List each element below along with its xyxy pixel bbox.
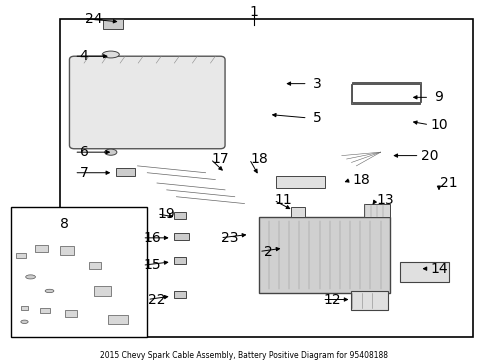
Bar [108,315,127,324]
Text: 23: 23 [221,231,238,245]
Text: 13: 13 [376,193,393,207]
Bar [259,217,389,293]
Text: 11: 11 [274,193,292,207]
Text: 14: 14 [429,262,447,276]
Bar [94,286,111,296]
Text: 24: 24 [85,12,102,26]
Text: 18: 18 [351,172,369,186]
Bar [174,233,188,239]
Text: 20: 20 [420,149,437,163]
Bar [174,291,186,298]
Ellipse shape [45,289,54,293]
Text: 12: 12 [323,293,340,306]
Text: 3: 3 [312,77,321,91]
Bar [174,257,186,264]
Bar [352,82,420,102]
Bar [290,207,305,217]
Text: 15: 15 [143,258,161,272]
Text: 2: 2 [264,244,273,258]
Text: 10: 10 [429,118,447,132]
Bar [116,168,135,176]
Text: 2015 Chevy Spark Cable Assembly, Battery Positive Diagram for 95408188: 2015 Chevy Spark Cable Assembly, Battery… [101,351,387,360]
Text: 17: 17 [211,152,228,166]
Text: 19: 19 [158,207,175,221]
Ellipse shape [102,51,119,58]
Bar [174,212,186,219]
Bar [60,18,472,337]
Bar [351,291,387,310]
Text: 5: 5 [312,111,321,125]
Ellipse shape [104,149,117,155]
Bar [276,176,324,188]
Bar [103,18,122,29]
Bar [399,262,448,282]
Text: 7: 7 [80,166,88,180]
Bar [363,203,389,217]
Ellipse shape [21,320,28,324]
Bar [60,246,74,255]
Bar [35,245,47,252]
Bar [40,308,50,313]
Text: 6: 6 [80,145,88,159]
Text: 21: 21 [439,176,457,190]
Text: 1: 1 [249,5,258,19]
Bar [11,207,147,337]
Text: 4: 4 [80,49,88,63]
Bar [64,310,77,317]
Text: 8: 8 [60,217,69,231]
Ellipse shape [26,275,35,279]
Bar [351,84,419,104]
Text: 9: 9 [434,90,443,104]
Text: 22: 22 [148,293,165,306]
Bar [89,262,101,269]
FancyBboxPatch shape [69,56,224,149]
Text: 18: 18 [250,152,267,166]
Text: 16: 16 [143,231,161,245]
Bar [16,253,26,258]
Bar [21,306,28,310]
Bar [351,82,419,103]
